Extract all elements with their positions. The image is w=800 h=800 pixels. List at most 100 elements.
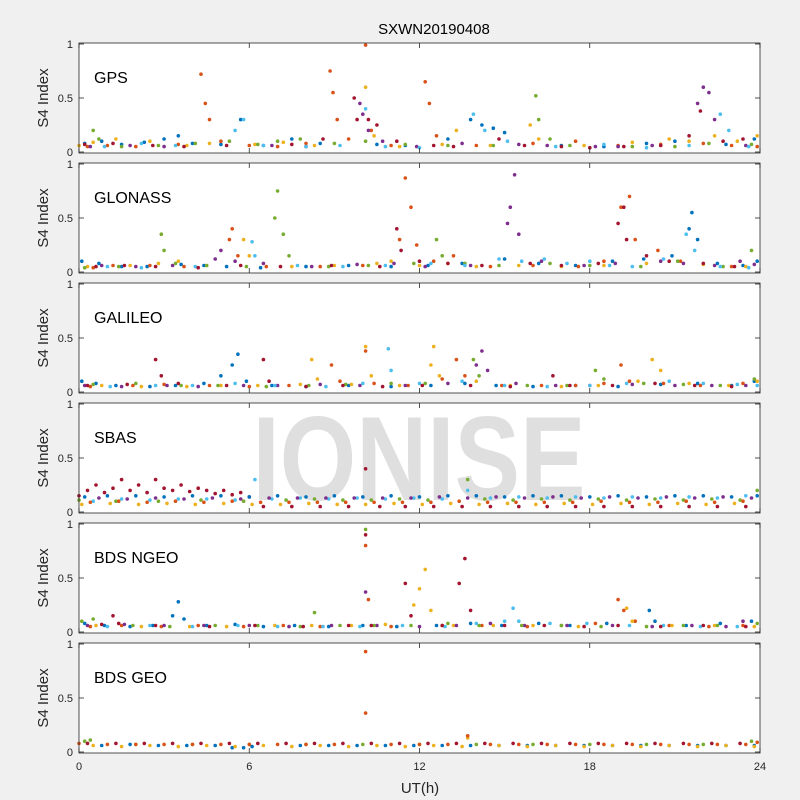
data-point bbox=[219, 142, 223, 147]
data-point bbox=[338, 623, 342, 628]
data-point bbox=[465, 496, 470, 500]
data-point bbox=[512, 173, 517, 177]
data-point bbox=[162, 382, 166, 387]
data-point bbox=[290, 744, 294, 749]
data-point bbox=[91, 743, 95, 748]
data-point bbox=[721, 264, 725, 269]
data-point bbox=[281, 232, 286, 236]
data-point bbox=[707, 90, 711, 95]
data-point bbox=[80, 379, 84, 384]
data-point bbox=[715, 742, 720, 747]
data-point bbox=[165, 383, 169, 388]
data-point bbox=[692, 248, 697, 253]
data-point bbox=[261, 504, 266, 509]
data-point bbox=[729, 143, 734, 148]
data-point bbox=[474, 363, 479, 367]
data-point bbox=[173, 261, 178, 266]
data-point bbox=[119, 477, 124, 482]
data-point bbox=[712, 623, 717, 628]
data-point bbox=[159, 624, 164, 629]
data-point bbox=[460, 141, 464, 146]
data-point bbox=[624, 381, 629, 386]
data-point bbox=[427, 101, 432, 106]
x-tick-label: 6 bbox=[246, 761, 252, 773]
data-point bbox=[298, 496, 303, 500]
data-point bbox=[755, 259, 759, 264]
data-point bbox=[193, 141, 198, 146]
data-point bbox=[474, 143, 479, 148]
data-point bbox=[494, 383, 498, 388]
data-point bbox=[315, 500, 320, 505]
data-point bbox=[454, 741, 459, 746]
data-point bbox=[426, 263, 430, 268]
data-point bbox=[253, 142, 257, 147]
data-point bbox=[687, 134, 691, 138]
data-point bbox=[241, 624, 246, 629]
data-point bbox=[565, 261, 569, 266]
data-point bbox=[213, 743, 217, 748]
y-tick-label: 0.5 bbox=[58, 213, 73, 225]
data-point bbox=[236, 254, 240, 258]
data-point bbox=[505, 501, 510, 506]
data-point bbox=[99, 743, 104, 748]
data-point bbox=[417, 495, 422, 499]
y-tick-label: 0 bbox=[67, 627, 73, 639]
data-point bbox=[687, 381, 691, 386]
data-point bbox=[431, 143, 436, 148]
data-point bbox=[389, 384, 393, 389]
data-point bbox=[446, 381, 450, 386]
data-point bbox=[681, 382, 686, 387]
data-point bbox=[755, 494, 759, 498]
data-point bbox=[658, 143, 663, 148]
data-point bbox=[630, 504, 635, 509]
data-point bbox=[332, 742, 337, 747]
data-point bbox=[576, 264, 581, 269]
data-point bbox=[287, 254, 291, 258]
data-point bbox=[346, 137, 351, 141]
data-point bbox=[434, 134, 439, 138]
data-point bbox=[97, 137, 101, 141]
y-tick-label: 1 bbox=[67, 639, 73, 651]
data-point bbox=[331, 90, 335, 95]
data-point bbox=[329, 623, 334, 628]
data-point bbox=[88, 384, 93, 389]
data-point bbox=[616, 384, 620, 389]
data-point bbox=[752, 377, 757, 381]
data-point bbox=[80, 259, 84, 264]
data-point bbox=[247, 742, 252, 747]
data-point bbox=[542, 500, 547, 505]
data-point bbox=[318, 264, 323, 269]
data-point bbox=[463, 381, 467, 386]
data-point bbox=[298, 137, 303, 141]
data-point bbox=[735, 382, 740, 387]
data-point bbox=[176, 381, 181, 386]
data-point bbox=[684, 499, 688, 504]
data-point bbox=[329, 263, 334, 268]
data-point bbox=[312, 610, 317, 615]
data-point bbox=[505, 221, 510, 226]
data-point bbox=[261, 743, 266, 748]
data-point bbox=[602, 377, 606, 381]
data-point bbox=[162, 742, 166, 747]
data-point bbox=[426, 741, 430, 746]
series bbox=[105, 606, 740, 629]
data-point bbox=[366, 597, 371, 602]
data-point bbox=[389, 259, 393, 264]
data-point bbox=[463, 374, 467, 378]
data-point bbox=[125, 382, 129, 387]
y-tick-label: 0.5 bbox=[58, 453, 73, 465]
data-point bbox=[409, 623, 413, 628]
data-point bbox=[241, 117, 246, 122]
data-point bbox=[448, 501, 453, 506]
data-point bbox=[741, 137, 745, 141]
y-tick-label: 0 bbox=[67, 267, 73, 279]
data-point bbox=[576, 624, 581, 629]
data-point bbox=[403, 504, 408, 509]
data-point bbox=[426, 498, 430, 502]
data-point bbox=[695, 101, 700, 106]
data-point bbox=[278, 502, 283, 507]
data-point bbox=[99, 263, 104, 268]
data-point bbox=[602, 504, 606, 509]
data-point bbox=[511, 606, 515, 610]
data-point bbox=[363, 107, 368, 111]
